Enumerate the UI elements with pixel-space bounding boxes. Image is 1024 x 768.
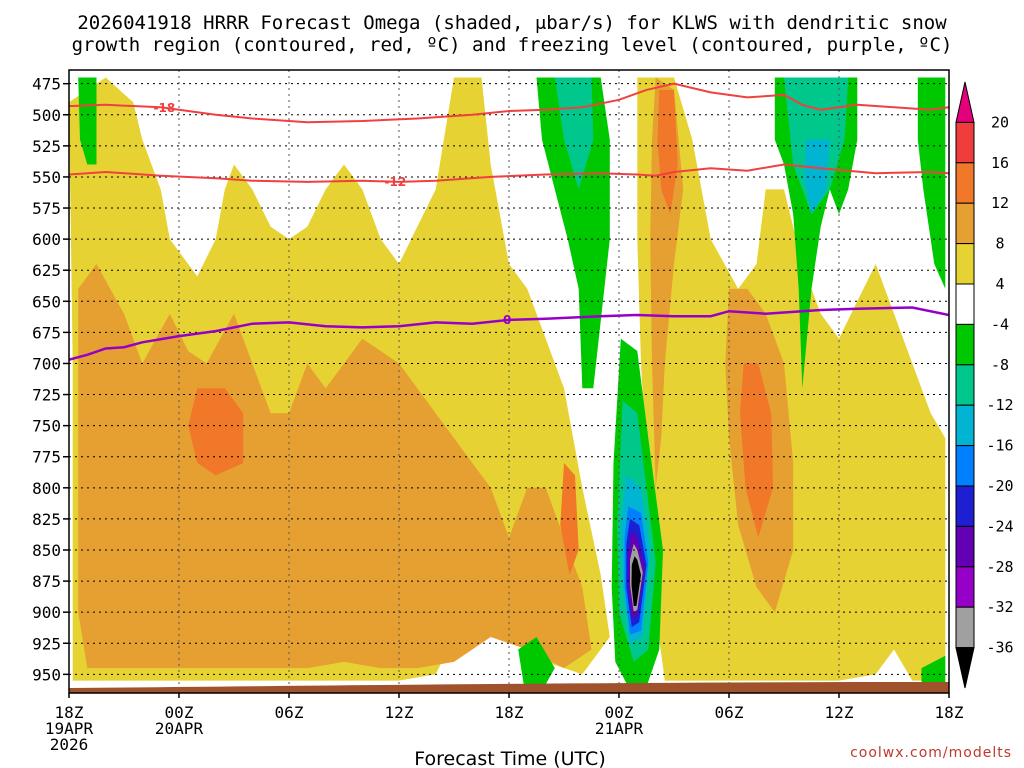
colorbar-swatch	[955, 81, 975, 123]
colorbar-label: -4	[991, 315, 1009, 333]
y-tick-label: 725	[32, 386, 61, 405]
omega-region-moderate-up	[78, 264, 592, 669]
y-tick-label: 550	[32, 168, 61, 187]
y-tick-label: 775	[32, 448, 61, 467]
chart-title-line-2: growth region (contoured, red, ºC) and f…	[72, 34, 953, 56]
y-tick-label: 625	[32, 261, 61, 280]
omega-shading	[69, 77, 946, 687]
colorbar-label: -36	[986, 639, 1013, 657]
y-tick-label: 600	[32, 230, 61, 249]
colorbar-label: 8	[995, 235, 1004, 253]
y-tick-label: 825	[32, 510, 61, 529]
colorbar-label: 20	[991, 113, 1009, 131]
colorbar-label: -16	[986, 437, 1013, 455]
colorbar-swatch	[955, 323, 975, 366]
x-tick-label: 2026	[50, 735, 89, 754]
terrain-ground	[69, 682, 949, 693]
x-tick-label: 19APR	[45, 719, 94, 738]
x-tick-label: 18Z	[935, 703, 964, 722]
y-tick-label: 575	[32, 199, 61, 218]
x-tick-label: 12Z	[385, 703, 414, 722]
y-tick-label: 650	[32, 292, 61, 311]
colorbar-label: -20	[986, 477, 1013, 495]
credit-text: coolwx.com/modelts	[850, 745, 1012, 761]
colorbar-label: 4	[995, 275, 1004, 293]
omega-region-strong-up	[188, 388, 244, 476]
omega-region-down-cyan-1	[804, 139, 830, 215]
colorbar-swatch	[955, 606, 975, 649]
colorbar-label: -24	[986, 517, 1013, 535]
colorbar-label: 12	[991, 194, 1009, 212]
omega-region-strong-up-3	[740, 363, 773, 538]
omega-region-strong-up-2	[657, 89, 678, 215]
colorbar-swatch	[955, 404, 975, 447]
x-tick-label: 21APR	[595, 719, 644, 738]
contour-line-1	[69, 163, 949, 183]
omega-region-down-green-7	[921, 655, 946, 685]
colorbar-swatch	[955, 485, 975, 527]
chart-title-line-1: 2026041918 HRRR Forecast Omega (shaded, …	[77, 12, 947, 34]
omega-region-up-motion-2	[637, 77, 946, 681]
omega-region-down-green-4	[917, 77, 946, 289]
colorbar-swatch	[955, 162, 975, 204]
x-tick-label: 00Z	[605, 703, 634, 722]
x-tick-label: 06Z	[715, 703, 744, 722]
y-tick-label: 875	[32, 572, 61, 591]
colorbar-label: -12	[986, 396, 1013, 414]
colorbar-label: -32	[986, 598, 1013, 616]
x-tick-label: 18Z	[55, 703, 84, 722]
colorbar-swatch	[955, 202, 975, 245]
colorbar-swatch	[955, 243, 975, 285]
colorbar-label: 16	[991, 154, 1009, 172]
contour-line-2	[69, 306, 949, 361]
x-tick-label: 06Z	[275, 703, 304, 722]
omega-region-strong-up-4	[560, 463, 579, 575]
gridlines	[69, 70, 949, 693]
y-tick-label: 800	[32, 479, 61, 498]
y-tick-label: 925	[32, 634, 61, 653]
omega-region-down-green-1	[536, 77, 610, 389]
y-tick-label: 675	[32, 323, 61, 342]
colorbar: 20 16 12 8 4 -4 -8 -12 -16 -20 -24 -28 -32 -36	[955, 81, 1014, 689]
colorbar-label: -8	[991, 356, 1009, 374]
contour-line-0	[69, 82, 949, 124]
contour-label-0: -18	[153, 101, 175, 115]
temperature-contours: -18 -12 0	[69, 82, 949, 361]
colorbar-swatch	[955, 525, 975, 568]
omega-region-down-teal-1	[554, 77, 594, 190]
y-tick-label: 900	[32, 603, 61, 622]
x-tick-label: 20APR	[155, 719, 204, 738]
y-tick-label: 850	[32, 541, 61, 560]
y-tick-label: 475	[32, 75, 61, 94]
x-tick-label: 12Z	[825, 703, 854, 722]
contour-label-1: -12	[384, 175, 406, 189]
colorbar-swatch	[955, 121, 975, 164]
x-axis-title: Forecast Time (UTC)	[414, 748, 605, 768]
y-tick-label: 525	[32, 137, 61, 156]
y-tick-label: 500	[32, 106, 61, 125]
colorbar-swatch	[955, 445, 975, 487]
x-tick-label: 18Z	[495, 703, 524, 722]
omega-region-down-black	[631, 556, 641, 606]
colorbar-swatch	[955, 364, 975, 406]
y-tick-label: 950	[32, 665, 61, 684]
colorbar-swatch	[955, 283, 975, 325]
colorbar-swatch	[955, 647, 975, 689]
y-tick-label: 750	[32, 417, 61, 436]
plot-area: -18 -12 0	[69, 70, 949, 693]
colorbar-label: -28	[986, 558, 1013, 576]
omega-region-down-green-6	[518, 637, 555, 685]
pressure-axis: 475 500 525 550 575 600 625 650 675 700 725 750 775 8…	[32, 75, 69, 684]
contour-label-2: 0	[503, 313, 511, 327]
omega-region-down-green-3	[78, 77, 97, 165]
x-tick-label: 00Z	[165, 703, 194, 722]
y-tick-label: 700	[32, 354, 61, 373]
colorbar-swatch	[955, 566, 975, 608]
